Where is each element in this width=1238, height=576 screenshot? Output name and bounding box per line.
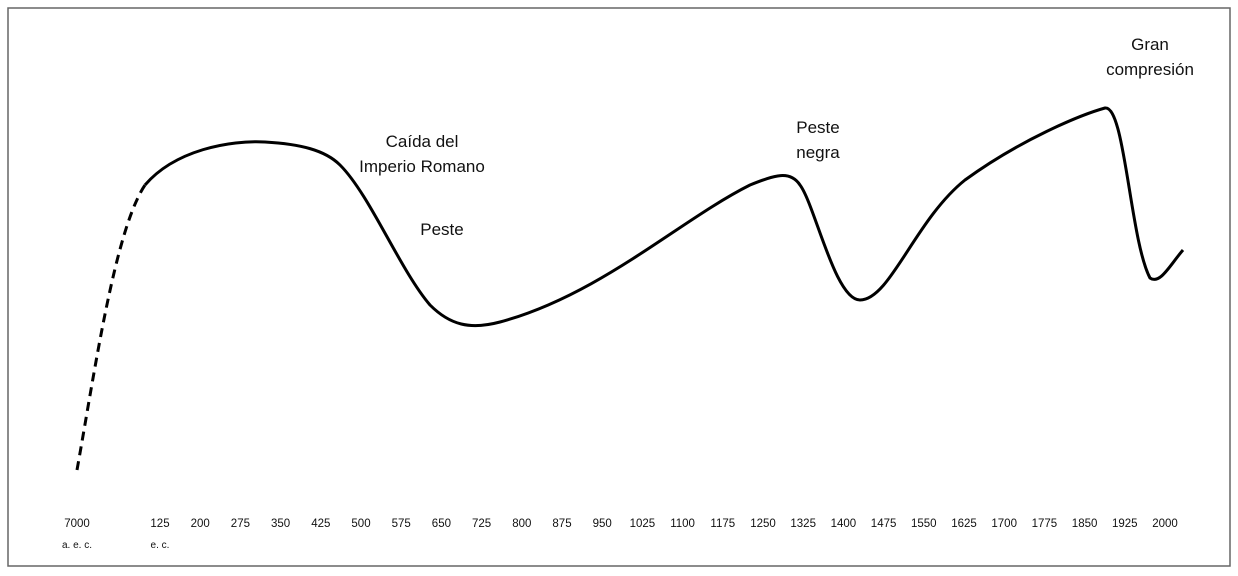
curve: [143, 106, 1185, 328]
x-sublabel: e. c.: [151, 540, 170, 551]
x-label: 1925: [1112, 518, 1138, 530]
x-label: 7000: [64, 518, 90, 530]
x-label: 1775: [1032, 518, 1058, 530]
x-label: 1850: [1072, 518, 1098, 530]
annotation: compresión: [1106, 60, 1194, 79]
x-label: 1175: [710, 518, 735, 530]
x-label: 650: [432, 518, 451, 530]
dashed-curve: [75, 184, 147, 471]
x-label: 1475: [871, 518, 897, 530]
x-label: 350: [271, 518, 290, 530]
x-label: 200: [191, 518, 210, 530]
x-label: 425: [311, 518, 330, 530]
annotation: Peste: [420, 220, 463, 239]
x-label: 1400: [831, 518, 857, 530]
x-label: 1550: [911, 518, 937, 530]
annotation: Caída del: [386, 132, 459, 151]
x-sublabel: a. e. c.: [62, 540, 92, 551]
x-label: 1025: [630, 518, 656, 530]
annotation: Peste: [796, 118, 839, 137]
x-label: 1625: [951, 518, 977, 530]
annotation: negra: [796, 143, 840, 162]
x-label: 1325: [790, 518, 816, 530]
x-label: 500: [351, 518, 370, 530]
frame: [7, 7, 1231, 567]
x-label: 1250: [750, 518, 776, 530]
x-label: 1100: [670, 518, 695, 530]
x-label: 125: [150, 518, 169, 530]
x-label: 2000: [1152, 518, 1178, 530]
x-label: 275: [231, 518, 250, 530]
x-label: 725: [472, 518, 491, 530]
x-label: 875: [552, 518, 571, 530]
annotation: Gran: [1131, 35, 1169, 54]
x-label: 575: [392, 518, 411, 530]
annotation: Imperio Romano: [359, 157, 485, 176]
x-label: 950: [593, 518, 612, 530]
x-label: 800: [512, 518, 531, 530]
x-label: 1700: [991, 518, 1017, 530]
